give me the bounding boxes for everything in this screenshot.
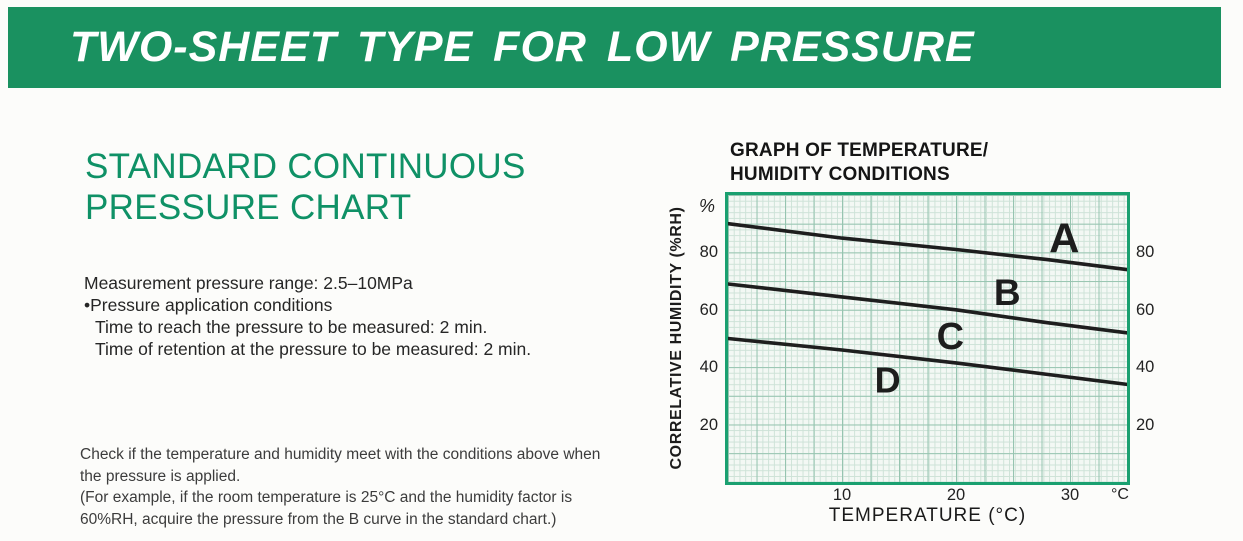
note-line-1: Check if the temperature and humidity me… xyxy=(80,446,601,463)
section-title-line2: PRESSURE CHART xyxy=(85,188,412,227)
usage-note: Check if the temperature and humidity me… xyxy=(80,444,600,530)
zone-label-A: A xyxy=(1049,215,1079,262)
y-tick-left-60: 60 xyxy=(699,300,718,319)
graph-title: GRAPH OF TEMPERATURE/ HUMIDITY CONDITION… xyxy=(730,139,988,186)
section-title-line1: STANDARD CONTINUOUS xyxy=(85,147,526,186)
x-axis-unit-label: °C xyxy=(1111,486,1129,503)
spec-measurement-range: Measurement pressure range: 2.5–10MPa xyxy=(84,273,413,293)
spec-application-conditions: •Pressure application conditions xyxy=(84,295,333,315)
x-tick-20: 20 xyxy=(946,486,966,504)
y-axis-unit-label: % xyxy=(699,196,716,216)
y-tick-right-60: 60 xyxy=(1136,300,1155,319)
y-tick-left-20: 20 xyxy=(699,415,718,434)
spec-time-to-reach: Time to reach the pressure to be measure… xyxy=(95,317,488,337)
spec-time-of-retention: Time of retention at the pressure to be … xyxy=(95,339,532,359)
graph-title-line1: GRAPH OF TEMPERATURE/ xyxy=(730,140,989,161)
x-axis-title: TEMPERATURE (°C) xyxy=(828,505,1027,526)
curve-C xyxy=(728,336,1127,387)
banner-title: TWO-SHEET TYPE FOR LOW PRESSURE xyxy=(70,23,975,71)
y-tick-right-80: 80 xyxy=(1136,243,1155,262)
title-banner: TWO-SHEET TYPE FOR LOW PRESSURE xyxy=(8,7,1221,88)
note-line-3: (For example, if the room temperature is… xyxy=(80,489,573,506)
y-tick-right-20: 20 xyxy=(1136,415,1155,434)
y-tick-left-40: 40 xyxy=(699,358,718,377)
graph-title-line2: HUMIDITY CONDITIONS xyxy=(730,163,950,185)
zone-label-B: B xyxy=(994,272,1021,313)
x-tick-30: 30 xyxy=(1060,486,1080,504)
y-tick-left-80: 80 xyxy=(699,243,718,262)
note-line-4: 60%RH, acquire the pressure from the B c… xyxy=(80,510,557,528)
section-title: STANDARD CONTINUOUS PRESSURE CHART xyxy=(85,146,526,228)
y-tick-right-40: 40 xyxy=(1136,358,1155,377)
zone-label-C: C xyxy=(937,316,964,358)
x-tick-10: 10 xyxy=(832,486,852,504)
note-line-2: the pressure is applied. xyxy=(80,467,241,485)
zone-label-D: D xyxy=(875,360,901,401)
curve-B xyxy=(728,282,1127,335)
pressure-spec-list: Measurement pressure range: 2.5–10MPa •P… xyxy=(84,272,531,360)
curve-A xyxy=(728,221,1127,272)
